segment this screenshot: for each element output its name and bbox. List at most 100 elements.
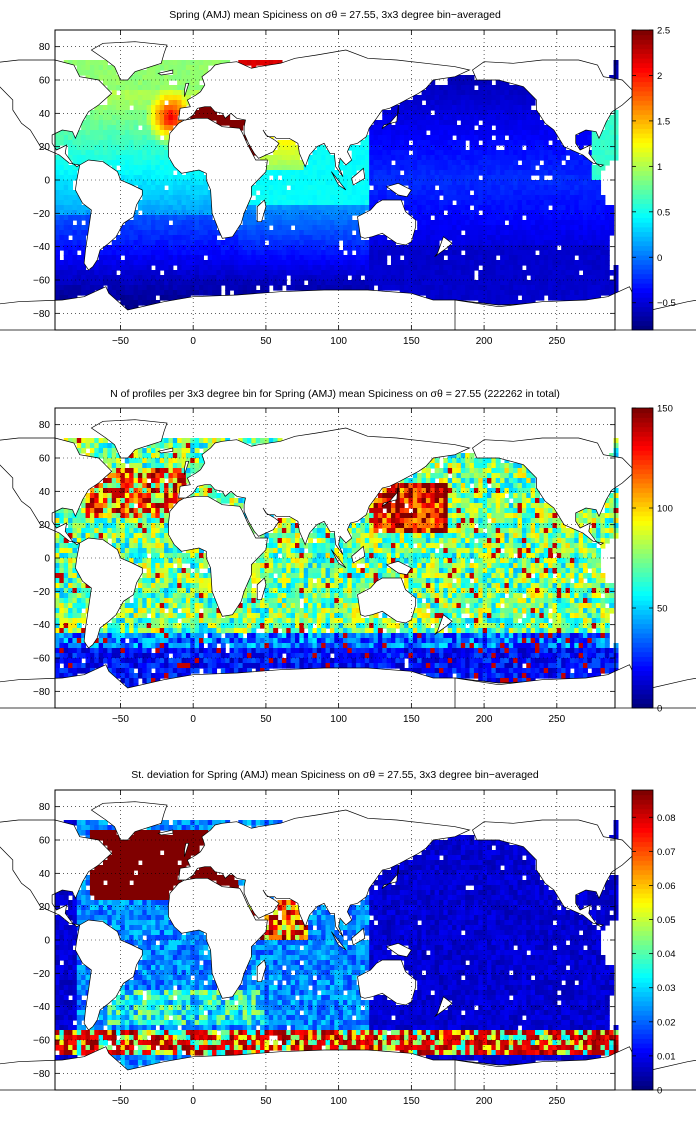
heatmap-cell [308, 260, 313, 266]
heatmap-cell [125, 300, 130, 306]
heatmap-cell [264, 215, 269, 221]
heatmap-cell [134, 488, 139, 494]
heatmap-cell [230, 255, 235, 261]
heatmap-cell [168, 215, 173, 221]
heatmap-cell [107, 70, 112, 76]
heatmap-cell [483, 190, 488, 196]
heatmap-cell [448, 180, 453, 186]
heatmap-cell [326, 205, 331, 211]
heatmap-cell [496, 280, 501, 286]
heatmap-cell [526, 105, 531, 111]
heatmap-cell [374, 175, 379, 181]
heatmap-cell [256, 225, 261, 231]
heatmap-cell [452, 170, 457, 176]
heatmap-cell [483, 85, 488, 91]
heatmap-cell [600, 280, 605, 286]
heatmap-cell [435, 488, 440, 494]
heatmap-cell [369, 155, 374, 161]
heatmap-cell [465, 240, 470, 246]
colorbar-step [632, 194, 653, 199]
heatmap-cell [330, 225, 335, 231]
heatmap-cell [147, 105, 152, 111]
heatmap-cell [535, 200, 540, 206]
heatmap-cell [557, 210, 562, 216]
heatmap-cell [487, 250, 492, 256]
heatmap-cell [513, 120, 518, 126]
heatmap-cell [251, 265, 256, 271]
heatmap-cell [221, 255, 226, 261]
heatmap-cell [561, 170, 566, 176]
heatmap-cell [203, 285, 208, 291]
heatmap-cell [299, 245, 304, 251]
heatmap-cell [448, 270, 453, 276]
heatmap-cell [273, 270, 278, 276]
heatmap-cell [417, 280, 422, 286]
heatmap-cell [160, 150, 165, 156]
heatmap-cell [500, 230, 505, 236]
heatmap-cell [500, 135, 505, 141]
heatmap-cell [160, 80, 165, 86]
heatmap-cell [256, 265, 261, 271]
heatmap-cell [470, 275, 475, 281]
heatmap-cell [404, 280, 409, 286]
heatmap-cell [112, 285, 117, 291]
heatmap-cell [526, 493, 531, 499]
heatmap-cell [103, 120, 108, 126]
heatmap-cell [382, 245, 387, 251]
heatmap-cell [531, 150, 536, 156]
heatmap-cell [465, 100, 470, 106]
heatmap-cell [614, 120, 619, 126]
heatmap-cell [365, 150, 370, 156]
heatmap-cell [199, 215, 204, 221]
heatmap-cell [59, 270, 64, 276]
heatmap-cell [125, 165, 130, 171]
heatmap-cell [509, 155, 514, 161]
heatmap-cell [539, 200, 544, 206]
heatmap-cell [90, 125, 95, 131]
heatmap-cell [456, 200, 461, 206]
heatmap-cell [478, 215, 483, 221]
heatmap-cell [160, 260, 165, 266]
heatmap-cell [587, 290, 592, 296]
heatmap-cell [614, 265, 619, 271]
heatmap-cell [513, 468, 518, 474]
heatmap-cell [465, 165, 470, 171]
heatmap-cell [343, 180, 348, 186]
heatmap-cell [609, 150, 614, 156]
heatmap-cell [526, 205, 531, 211]
heatmap-cell [522, 285, 527, 291]
heatmap-cell [426, 210, 431, 216]
heatmap-cell [230, 120, 235, 126]
heatmap-cell [177, 180, 182, 186]
heatmap-cell [147, 70, 152, 76]
heatmap-cell [151, 70, 156, 76]
heatmap-cell [173, 473, 178, 479]
heatmap-cell [417, 120, 422, 126]
heatmap-cell [404, 145, 409, 151]
heatmap-cell [448, 483, 453, 489]
heatmap-cell [465, 270, 470, 276]
heatmap-cell [483, 220, 488, 226]
heatmap-cell [500, 180, 505, 186]
heatmap-cell [478, 95, 483, 101]
heatmap-cell [142, 190, 147, 196]
heatmap-cell [247, 230, 252, 236]
heatmap-cell [107, 478, 112, 484]
heatmap-cell [609, 230, 614, 236]
heatmap-cell [587, 215, 592, 221]
colorbar-step [632, 91, 653, 96]
heatmap-cell [356, 155, 361, 161]
heatmap-cell [151, 250, 156, 256]
heatmap-cell [59, 160, 64, 166]
heatmap-cell [182, 60, 187, 66]
heatmap-cell [531, 140, 536, 146]
heatmap-cell [160, 463, 165, 469]
heatmap-cell [552, 135, 557, 141]
heatmap-cell [596, 175, 601, 181]
heatmap-cell [190, 468, 195, 474]
heatmap-cell [561, 165, 566, 171]
heatmap-cell [448, 220, 453, 226]
heatmap-cell [138, 110, 143, 116]
heatmap-cell [90, 70, 95, 76]
heatmap-cell [474, 195, 479, 201]
